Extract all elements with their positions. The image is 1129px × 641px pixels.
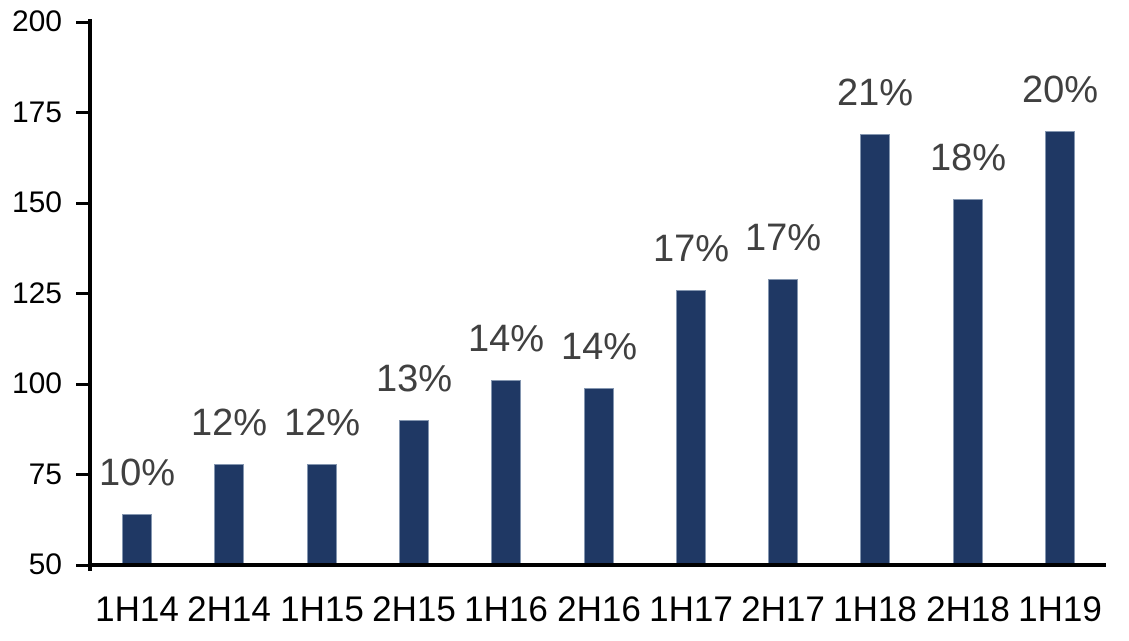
x-tick-label: 1H15 xyxy=(280,590,364,629)
bar-value-label: 12% xyxy=(283,402,361,444)
y-tick-label: 100 xyxy=(11,367,62,400)
bar xyxy=(768,279,798,563)
bar-value-label: 18% xyxy=(929,137,1007,179)
y-tick-label: 200 xyxy=(11,5,62,38)
x-tick-label: 1H19 xyxy=(1018,590,1102,629)
y-tick-mark xyxy=(76,111,88,114)
y-tick-mark xyxy=(76,21,88,24)
y-tick-label: 50 xyxy=(28,548,62,581)
y-tick-label: 125 xyxy=(11,277,62,310)
bar xyxy=(491,380,521,563)
x-tick-label: 2H14 xyxy=(187,590,271,629)
y-tick-label: 175 xyxy=(11,96,62,129)
bar xyxy=(584,388,614,563)
x-axis-line xyxy=(88,563,1106,567)
y-tick-mark xyxy=(76,473,88,476)
bar xyxy=(1045,131,1075,563)
x-tick-label: 2H15 xyxy=(372,590,456,629)
bar-value-label: 17% xyxy=(652,228,730,270)
bar xyxy=(122,514,152,563)
bar-value-label: 14% xyxy=(467,318,545,360)
y-tick-label: 150 xyxy=(11,186,62,219)
y-tick-mark xyxy=(76,564,88,567)
bar-value-label: 17% xyxy=(744,217,822,259)
x-tick-label: 2H17 xyxy=(741,590,825,629)
bar-value-label: 14% xyxy=(560,326,638,368)
y-axis-line xyxy=(88,19,92,571)
x-tick-label: 1H16 xyxy=(464,590,548,629)
y-tick-mark xyxy=(76,202,88,205)
bar xyxy=(676,290,706,563)
bar xyxy=(399,420,429,563)
y-tick-mark xyxy=(76,383,88,386)
bar-value-label: 10% xyxy=(98,452,176,494)
bar xyxy=(307,464,337,563)
y-tick-mark xyxy=(76,292,88,295)
bar-value-label: 21% xyxy=(836,72,914,114)
x-tick-label: 2H16 xyxy=(557,590,641,629)
bar xyxy=(860,134,890,563)
x-tick-label: 2H18 xyxy=(926,590,1010,629)
x-tick-label: 1H17 xyxy=(649,590,733,629)
y-tick-label: 75 xyxy=(28,458,62,491)
x-tick-label: 1H18 xyxy=(833,590,917,629)
x-tick-label: 1H14 xyxy=(95,590,179,629)
bar-value-label: 12% xyxy=(190,402,268,444)
bar-value-label: 20% xyxy=(1021,69,1099,111)
bar xyxy=(214,464,244,563)
bar-value-label: 13% xyxy=(375,358,453,400)
bar xyxy=(953,199,983,563)
